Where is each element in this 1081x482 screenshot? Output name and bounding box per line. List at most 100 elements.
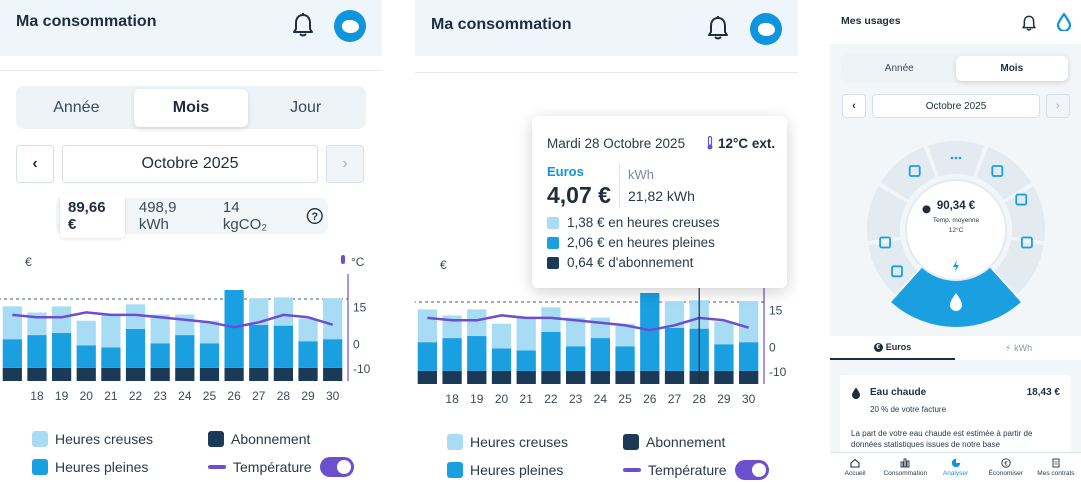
nav-economiser[interactable]: € Économiser — [981, 453, 1031, 482]
bar-heures-pleines[interactable] — [566, 346, 586, 371]
bar-abonnement[interactable] — [323, 367, 343, 381]
nav-consommation[interactable]: Consommation — [880, 453, 930, 482]
tab-month[interactable]: Mois — [133, 88, 249, 127]
chat-bubble-icon[interactable] — [750, 13, 782, 45]
bell-icon[interactable] — [706, 15, 730, 41]
bar-abonnement[interactable] — [175, 367, 195, 381]
bar-heures-creuses[interactable] — [51, 306, 72, 334]
bar-heures-pleines[interactable] — [150, 343, 170, 368]
bar-abonnement[interactable] — [664, 370, 685, 384]
bar-heures-creuses[interactable] — [249, 298, 269, 325]
tab-day[interactable]: Jour — [290, 98, 322, 116]
bar-heures-pleines[interactable] — [249, 324, 269, 368]
bar-abonnement[interactable] — [590, 370, 610, 384]
bar-heures-creuses[interactable] — [175, 314, 195, 336]
bar-heures-creuses[interactable] — [541, 307, 561, 332]
donut-slice[interactable] — [1004, 186, 1045, 241]
temperature-toggle[interactable] — [734, 460, 769, 480]
tab-year[interactable]: Année — [884, 62, 914, 74]
bar-abonnement[interactable] — [566, 370, 586, 384]
bar-abonnement[interactable] — [640, 370, 660, 384]
bar-heures-pleines[interactable] — [101, 347, 121, 368]
bar-heures-creuses[interactable] — [615, 323, 635, 347]
bar-heures-pleines[interactable] — [467, 336, 487, 371]
bar-abonnement[interactable] — [298, 367, 318, 381]
donut-slice[interactable] — [880, 147, 936, 201]
bar-abonnement[interactable] — [224, 367, 244, 381]
unit-tab-euros[interactable]: € Euros — [830, 336, 955, 360]
tab-month[interactable]: Mois — [955, 55, 1068, 81]
bar-heures-pleines[interactable] — [417, 342, 437, 371]
question-circle-icon[interactable]: ? — [306, 207, 324, 225]
usage-card-hot-water[interactable]: Eau chaude 18,43 € 20 % de votre facture… — [840, 375, 1071, 455]
bar-heures-pleines[interactable] — [739, 342, 759, 371]
bar-abonnement[interactable] — [249, 367, 269, 381]
bar-heures-creuses[interactable] — [566, 317, 586, 347]
bar-heures-creuses[interactable] — [2, 306, 22, 340]
bar-heures-creuses[interactable] — [417, 309, 437, 343]
bar-abonnement[interactable] — [417, 370, 437, 384]
bar-heures-pleines[interactable] — [590, 338, 610, 371]
bar-heures-pleines[interactable] — [640, 292, 660, 371]
temperature-toggle[interactable] — [319, 457, 354, 477]
donut-slice[interactable] — [867, 186, 908, 241]
bar-heures-creuses[interactable] — [199, 320, 220, 344]
bar-heures-creuses[interactable] — [323, 298, 343, 340]
bar-abonnement[interactable] — [2, 367, 22, 381]
bar-heures-creuses[interactable] — [76, 320, 96, 346]
bell-icon[interactable] — [291, 12, 315, 38]
unit-tab-kwh[interactable]: ⚡ kWh — [1004, 342, 1033, 354]
chat-bubble-icon[interactable] — [334, 10, 366, 42]
bar-abonnement[interactable] — [27, 367, 47, 381]
bar-heures-creuses[interactable] — [590, 317, 610, 339]
bar-heures-pleines[interactable] — [273, 325, 294, 368]
bar-heures-pleines[interactable] — [323, 339, 343, 368]
bar-heures-creuses[interactable] — [516, 317, 536, 351]
bar-heures-pleines[interactable] — [51, 333, 72, 368]
tab-year[interactable]: Année — [53, 98, 100, 116]
bar-abonnement[interactable] — [199, 367, 220, 381]
bar-heures-creuses[interactable] — [125, 304, 146, 329]
bar-heures-creuses[interactable] — [664, 301, 685, 328]
nav-mes-contrats[interactable]: Mes contrats — [1031, 453, 1081, 482]
bar-abonnement[interactable] — [615, 370, 635, 384]
bar-heures-pleines[interactable] — [714, 344, 734, 371]
bar-heures-creuses[interactable] — [491, 323, 512, 349]
bar-abonnement[interactable] — [491, 370, 512, 384]
bar-heures-creuses[interactable] — [101, 314, 121, 348]
bar-heures-pleines[interactable] — [541, 331, 561, 371]
bar-abonnement[interactable] — [467, 370, 487, 384]
nav-analyser[interactable]: Analyser — [930, 453, 980, 482]
bar-abonnement[interactable] — [516, 370, 536, 384]
bar-heures-pleines[interactable] — [224, 289, 244, 368]
bar-heures-pleines[interactable] — [2, 339, 22, 368]
bar-abonnement[interactable] — [51, 367, 72, 381]
bar-heures-creuses[interactable] — [273, 297, 294, 326]
bar-abonnement[interactable] — [101, 367, 121, 381]
bar-abonnement[interactable] — [273, 367, 294, 381]
next-month-button[interactable]: › — [326, 145, 364, 183]
prev-month-button[interactable]: ‹ — [842, 94, 866, 118]
bar-abonnement[interactable] — [442, 370, 462, 384]
bar-heures-pleines[interactable] — [199, 343, 220, 368]
bar-heures-pleines[interactable] — [491, 348, 512, 371]
bar-heures-pleines[interactable] — [298, 341, 318, 368]
bar-heures-pleines[interactable] — [76, 345, 96, 368]
bar-heures-creuses[interactable] — [150, 314, 170, 344]
donut-slice[interactable] — [994, 239, 1044, 295]
bar-abonnement[interactable] — [541, 370, 561, 384]
bar-heures-creuses[interactable] — [298, 318, 318, 342]
bar-heures-pleines[interactable] — [175, 335, 195, 368]
bar-abonnement[interactable] — [150, 367, 170, 381]
nav-accueil[interactable]: Accueil — [830, 453, 880, 482]
bar-heures-pleines[interactable] — [664, 327, 685, 371]
bar-abonnement[interactable] — [76, 367, 96, 381]
prev-month-button[interactable]: ‹ — [16, 145, 54, 183]
bar-heures-pleines[interactable] — [615, 346, 635, 371]
next-month-button[interactable]: › — [1046, 94, 1070, 118]
bar-abonnement[interactable] — [739, 370, 759, 384]
bar-heures-creuses[interactable] — [714, 321, 734, 345]
donut-slice[interactable] — [976, 147, 1032, 201]
bar-heures-pleines[interactable] — [125, 328, 146, 368]
bell-icon[interactable] — [1021, 14, 1037, 32]
